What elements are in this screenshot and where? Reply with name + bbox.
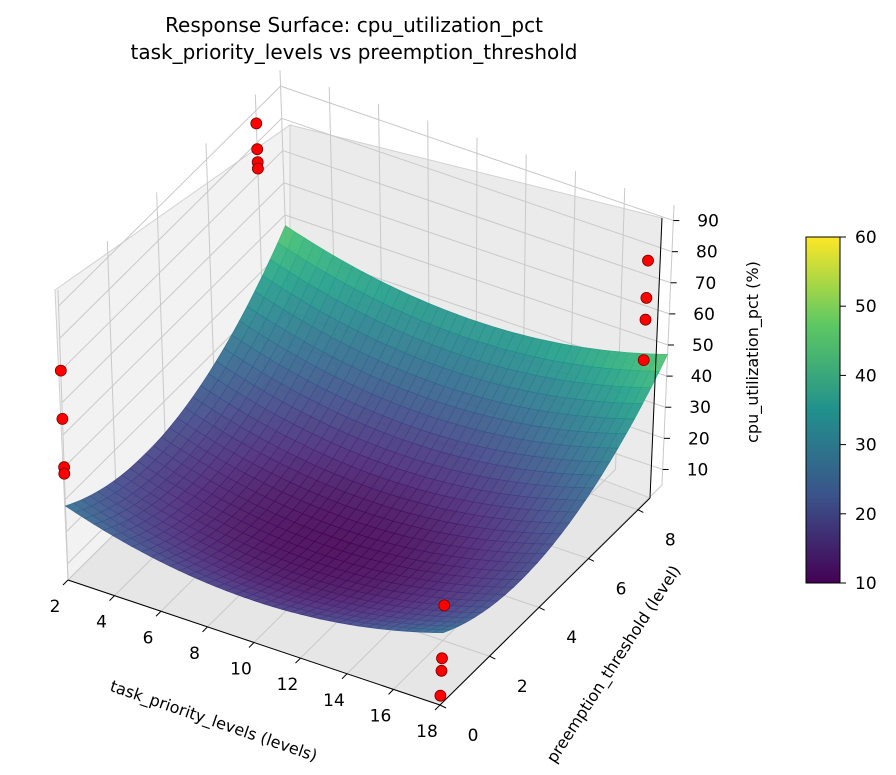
x-tick-label: 4 — [96, 613, 107, 633]
scatter-point — [56, 412, 69, 425]
x-tick-label: 8 — [189, 644, 200, 664]
y-tick-label: 6 — [616, 579, 627, 599]
chart-title-line-2: task_priority_levels vs preemption_thres… — [131, 40, 578, 64]
x-tick-label: 12 — [277, 675, 299, 695]
scatter-point — [642, 254, 654, 267]
x-tick-mark — [62, 579, 69, 586]
z-axis-ticks: 10 20 30 40 50 60 70 80 90 — [662, 212, 719, 480]
back-grid-z — [281, 117, 673, 253]
scatter-point — [639, 313, 652, 326]
x-tick-mark — [434, 704, 441, 711]
scatter-point — [434, 689, 447, 702]
surface-patch — [433, 629, 451, 634]
scatter-point — [637, 354, 650, 367]
colorbar-tick-label: 10 — [855, 574, 877, 594]
x-tick-label: 10 — [230, 660, 252, 680]
scatter-points — [54, 117, 654, 702]
colorbar-tick-label: 50 — [855, 297, 877, 317]
x-tick-mark — [295, 657, 301, 664]
y-axis-label: preemption_threshold (level) — [542, 562, 685, 767]
z-tick-label: 20 — [688, 429, 710, 449]
scatter-point — [54, 364, 67, 377]
scatter-point — [640, 291, 653, 304]
y-tick-mark — [637, 508, 644, 513]
side-grid-z — [62, 214, 286, 436]
y-tick-mark — [587, 557, 595, 562]
scatter-point — [58, 467, 71, 480]
x-tick-label: 16 — [370, 706, 392, 726]
scatter-point — [251, 162, 264, 175]
chart-title-line-1: Response Surface: cpu_utilization_pct — [165, 13, 543, 37]
z-tick-label: 30 — [689, 398, 711, 418]
z-tick-label: 70 — [695, 274, 717, 294]
side-grid-z — [60, 150, 284, 371]
x-tick-mark — [202, 626, 208, 633]
x-tick-mark — [109, 595, 115, 601]
z-tick-label: 40 — [691, 367, 713, 387]
y-tick-mark — [489, 655, 496, 660]
y-axis-ticks: 0 2 4 6 8 — [439, 508, 676, 746]
x-tick-mark — [388, 689, 394, 695]
x-tick-label: 2 — [50, 597, 61, 617]
y-tick-mark — [439, 704, 447, 709]
back-grid-z — [283, 182, 670, 315]
colorbar-tick-label: 40 — [855, 366, 877, 386]
colorbar-ticks: 10 20 30 40 50 60 — [840, 228, 877, 594]
scatter-point — [435, 664, 448, 677]
scatter-point — [436, 652, 448, 665]
z-tick-label: 80 — [696, 243, 718, 263]
z-axis-label: cpu_utilization_pct (%) — [743, 261, 763, 443]
back-grid-z — [282, 150, 671, 284]
scatter-point — [438, 599, 451, 612]
side-grid-z — [59, 117, 283, 339]
colorbar: 10 20 30 40 50 60 — [805, 228, 877, 594]
x-tick-label: 18 — [416, 722, 438, 742]
x-tick-mark — [341, 673, 348, 680]
z-tick-label: 60 — [693, 305, 715, 325]
y-axis-line — [439, 497, 651, 706]
y-tick-label: 8 — [665, 530, 676, 550]
colorbar-gradient — [805, 236, 841, 584]
colorbar-tick-label: 30 — [855, 436, 877, 456]
z-tick-label: 50 — [692, 336, 714, 356]
x-tick-label: 6 — [143, 628, 154, 648]
scatter-point — [251, 143, 264, 156]
x-tick-mark — [248, 642, 255, 648]
colorbar-tick-label: 60 — [855, 228, 877, 248]
scatter-point — [250, 117, 263, 130]
response-surface — [64, 225, 669, 634]
back-grid-z — [280, 85, 674, 222]
side-grid-z — [63, 246, 287, 468]
x-axis-ticks: 2 4 6 8 10 12 14 16 18 — [50, 579, 441, 742]
y-tick-label: 2 — [517, 677, 528, 697]
side-grid-z — [61, 182, 285, 404]
side-grid-z — [58, 85, 281, 307]
back-grid-z — [284, 214, 669, 346]
y-tick-label: 0 — [468, 726, 479, 746]
z-tick-label: 10 — [687, 460, 709, 480]
z-tick-label: 90 — [697, 212, 719, 232]
y-tick-label: 4 — [566, 628, 577, 648]
colorbar-tick-label: 20 — [855, 505, 877, 525]
y-tick-mark — [538, 606, 545, 611]
z-axis-line — [649, 217, 663, 499]
x-tick-mark — [155, 610, 162, 617]
x-tick-label: 14 — [323, 691, 345, 711]
